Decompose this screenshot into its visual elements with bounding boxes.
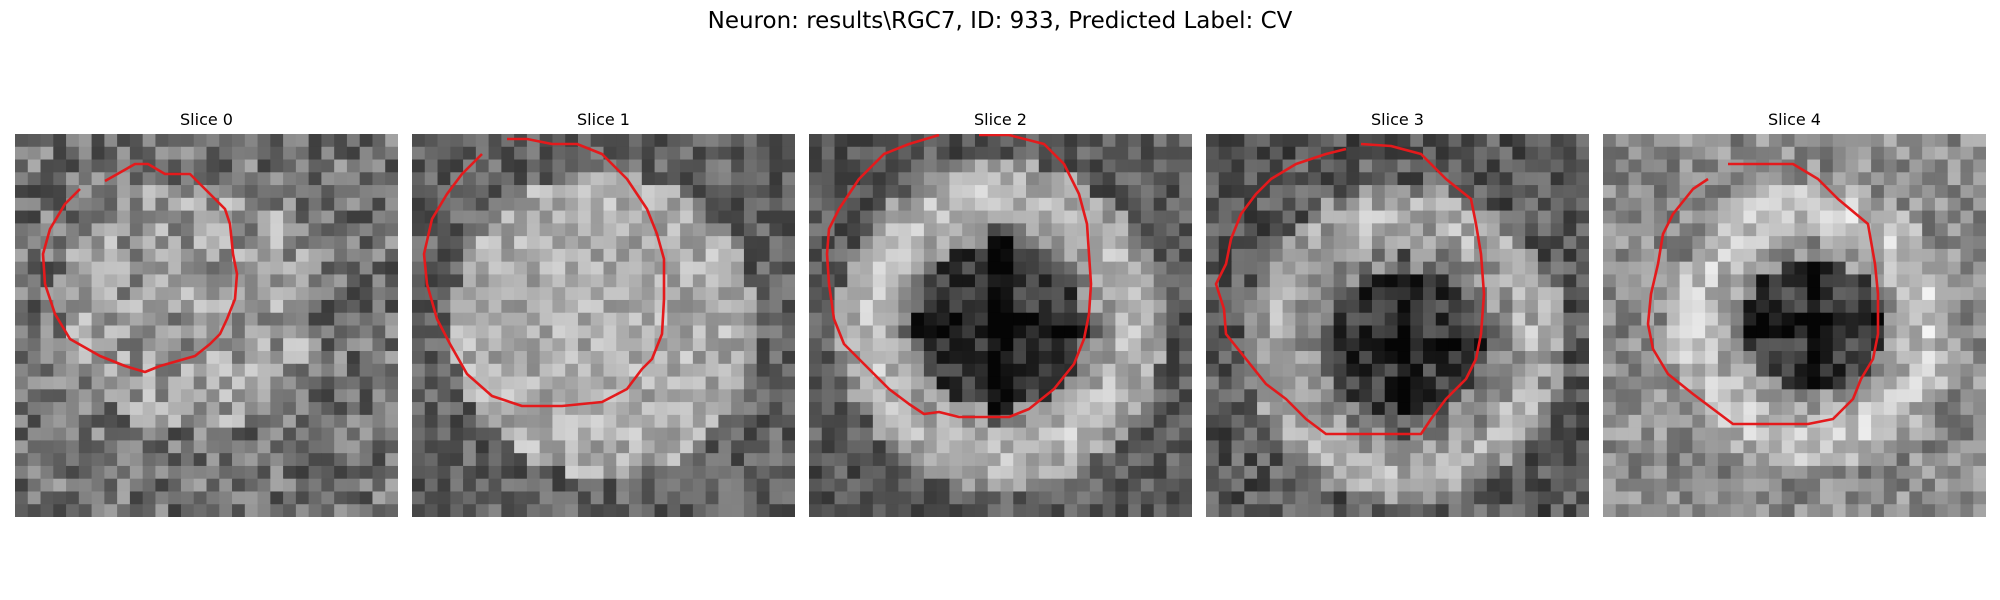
pixel-grid <box>809 134 1192 517</box>
slice-title: Slice 2 <box>974 110 1027 129</box>
pixel-grid <box>1603 134 1986 517</box>
figure-title: Neuron: results\RGC7, ID: 933, Predicted… <box>707 8 1293 34</box>
pixel-grid <box>1206 134 1589 517</box>
slice-image-2 <box>809 134 1192 517</box>
segmentation-contour <box>1646 162 1880 426</box>
slice-image-3 <box>1206 134 1589 517</box>
pixel-grid <box>15 134 398 517</box>
slice-title: Slice 4 <box>1768 110 1821 129</box>
segmentation-contour <box>825 134 1093 419</box>
slice-image-1 <box>412 134 795 517</box>
segmentation-contour <box>1214 142 1486 436</box>
slice-title: Slice 3 <box>1371 110 1424 129</box>
segmentation-contour <box>422 137 666 408</box>
slice-title: Slice 0 <box>180 110 233 129</box>
pixel-grid <box>412 134 795 517</box>
segmentation-contour <box>41 162 239 374</box>
slice-image-4 <box>1603 134 1986 517</box>
slice-image-0 <box>15 134 398 517</box>
slice-title: Slice 1 <box>577 110 630 129</box>
